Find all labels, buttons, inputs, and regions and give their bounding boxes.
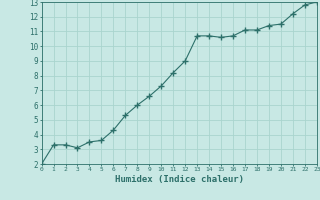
X-axis label: Humidex (Indice chaleur): Humidex (Indice chaleur) <box>115 175 244 184</box>
